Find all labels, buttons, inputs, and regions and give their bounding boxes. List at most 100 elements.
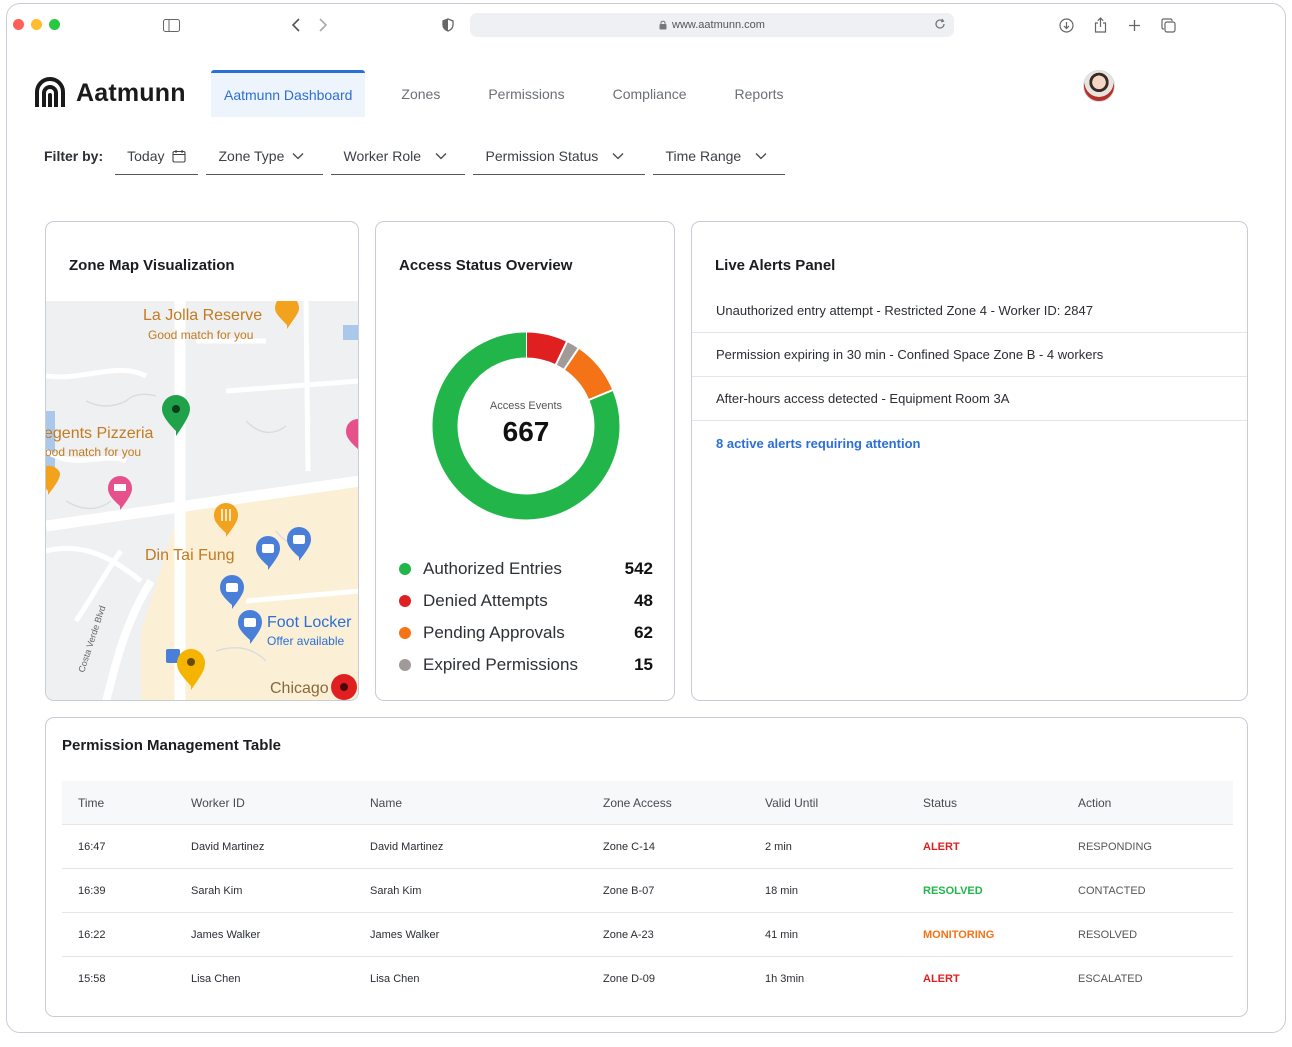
lock-icon: [659, 20, 667, 30]
filter-time-range[interactable]: Time Range: [653, 138, 786, 175]
legend-item: Pending Approvals 62: [399, 617, 653, 649]
hotel-pin-icon[interactable]: [108, 476, 132, 510]
map-label-chicago: Chicago: [270, 680, 329, 697]
share-icon[interactable]: [1090, 15, 1110, 35]
filter-today-label: Today: [127, 147, 165, 164]
maximize-window-button[interactable]: [49, 19, 60, 30]
alert-item[interactable]: After-hours access detected - Equipment …: [692, 377, 1247, 421]
cell-valid-until: 41 min: [765, 928, 799, 941]
legend-dot: [399, 563, 411, 575]
cell-action[interactable]: ESCALATED: [1078, 973, 1143, 985]
alert-item[interactable]: Permission expiring in 30 min - Confined…: [692, 333, 1247, 377]
donut-slice-denied-attempts[interactable]: [525, 332, 567, 365]
new-tab-icon[interactable]: [1124, 15, 1144, 35]
restaurant-pin-icon[interactable]: [214, 503, 238, 537]
address-bar[interactable]: www.aatmunn.com: [470, 13, 954, 37]
yellow-pin-icon[interactable]: [177, 649, 205, 690]
cell-worker-id: Lisa Chen: [191, 973, 241, 985]
donut-slice-expired-permissions[interactable]: [555, 341, 579, 370]
cell-name: David Martinez: [370, 840, 444, 853]
cell-name: Lisa Chen: [370, 973, 420, 985]
table-row[interactable]: 16:39 Sarah Kim Sarah Kim Zone B-07 18 m…: [62, 869, 1233, 913]
hotel-pin-icon[interactable]: [346, 419, 359, 453]
legend-count: 62: [634, 623, 653, 642]
cell-action[interactable]: CONTACTED: [1078, 884, 1146, 897]
filter-permission-status-label: Permission Status: [485, 147, 599, 164]
cell-zone-access: Zone C-14: [603, 840, 655, 853]
table-header-row: Time Worker ID Name Zone Access Valid Un…: [62, 781, 1233, 825]
tab-compliance[interactable]: Compliance: [612, 85, 687, 102]
shield-icon[interactable]: [438, 15, 458, 35]
sidebar-toggle-icon[interactable]: [161, 15, 181, 35]
download-icon[interactable]: [1056, 15, 1076, 35]
shopping-pin-icon[interactable]: [220, 575, 244, 609]
window-controls: [13, 19, 60, 30]
legend-label: Denied Attempts: [423, 591, 548, 610]
shopping-pin-icon[interactable]: [238, 610, 262, 644]
legend-item: Expired Permissions 15: [399, 649, 653, 681]
shopping-pin-icon[interactable]: [256, 536, 280, 570]
cell-time: 16:39: [78, 884, 106, 897]
shopping-pin-icon[interactable]: [287, 527, 311, 561]
zone-map[interactable]: La Jolla Reserve Good match for you egen…: [46, 296, 359, 700]
cell-valid-until: 18 min: [765, 884, 799, 897]
tab-reports[interactable]: Reports: [734, 85, 784, 102]
map-label-foot-locker: Foot Locker: [267, 614, 352, 631]
cell-action[interactable]: RESOLVED: [1078, 928, 1138, 941]
legend-count: 15: [634, 655, 653, 674]
filter-worker-role[interactable]: Worker Role: [331, 138, 466, 175]
close-window-button[interactable]: [13, 19, 24, 30]
chevron-down-icon: [435, 152, 447, 159]
column-header-time[interactable]: Time: [78, 795, 105, 810]
legend-count: 48: [634, 591, 653, 610]
tab-aatmunn-dashboard[interactable]: Aatmunn Dashboard: [211, 70, 366, 117]
back-icon[interactable]: [286, 15, 306, 35]
table-row[interactable]: 15:58 Lisa Chen Lisa Chen Zone D-09 1h 3…: [62, 957, 1233, 1001]
minimize-window-button[interactable]: [31, 19, 42, 30]
restaurant-pin-icon[interactable]: [46, 465, 60, 495]
donut-slice-pending-approvals[interactable]: [563, 348, 613, 401]
filter-bar: Filter by: Today Zone Type Worker Role P…: [44, 138, 793, 175]
column-header-worker-id[interactable]: Worker ID: [191, 795, 245, 810]
table-row[interactable]: 16:47 David Martinez David Martinez Zone…: [62, 825, 1233, 869]
legend-label: Authorized Entries: [423, 559, 562, 578]
table-row[interactable]: 16:22 James Walker James Walker Zone A-2…: [62, 913, 1233, 957]
filter-permission-status[interactable]: Permission Status: [473, 138, 646, 175]
alert-item[interactable]: Unauthorized entry attempt - Restricted …: [692, 289, 1247, 333]
column-header-name[interactable]: Name: [370, 795, 403, 810]
alerts-list: Unauthorized entry attempt - Restricted …: [692, 289, 1247, 465]
tab-zones[interactable]: Zones: [401, 85, 441, 102]
legend-dot: [399, 595, 411, 607]
column-header-status[interactable]: Status: [923, 795, 958, 810]
donut-slice-authorized-entries[interactable]: [432, 332, 620, 520]
restaurant-pin-icon[interactable]: [275, 296, 299, 329]
tabs-overview-icon[interactable]: [1158, 15, 1178, 35]
reload-icon[interactable]: [934, 18, 946, 30]
column-header-zone-access[interactable]: Zone Access: [603, 795, 672, 810]
permission-table: Time Worker ID Name Zone Access Valid Un…: [62, 781, 1233, 1001]
browser-window: www.aatmunn.com Aatmunn Aatmunn Dashboar…: [6, 3, 1286, 1033]
filter-today[interactable]: Today: [115, 138, 199, 175]
filter-zone-type[interactable]: Zone Type: [206, 138, 324, 175]
user-avatar[interactable]: [1083, 70, 1115, 102]
forward-icon[interactable]: [313, 15, 333, 35]
access-legend: Authorized Entries 542 Denied Attempts 4…: [399, 553, 653, 681]
column-header-action[interactable]: Action: [1078, 795, 1112, 810]
map-label-pizzeria-note: ood match for you: [46, 445, 141, 459]
tab-permissions[interactable]: Permissions: [488, 85, 565, 102]
access-donut-chart: [432, 331, 620, 520]
donut-center-total: 667: [502, 416, 550, 447]
column-header-valid-until[interactable]: Valid Until: [765, 795, 819, 810]
red-pin-icon[interactable]: [331, 674, 357, 700]
brand-logo[interactable]: Aatmunn: [34, 77, 186, 109]
active-alerts-link[interactable]: 8 active alerts requiring attention: [716, 435, 921, 451]
map-label-pizzeria: egents Pizzeria: [46, 425, 153, 442]
donut-separator: [587, 388, 614, 402]
cell-zone-access: Zone B-07: [603, 884, 655, 897]
live-alerts-card: Live Alerts Panel Unauthorized entry att…: [691, 221, 1248, 701]
green-pin-icon[interactable]: [162, 395, 190, 436]
cell-name: James Walker: [370, 928, 440, 941]
cell-action[interactable]: RESPONDING: [1078, 840, 1152, 853]
donut-separator: [562, 347, 580, 371]
legend-label: Expired Permissions: [423, 655, 578, 674]
